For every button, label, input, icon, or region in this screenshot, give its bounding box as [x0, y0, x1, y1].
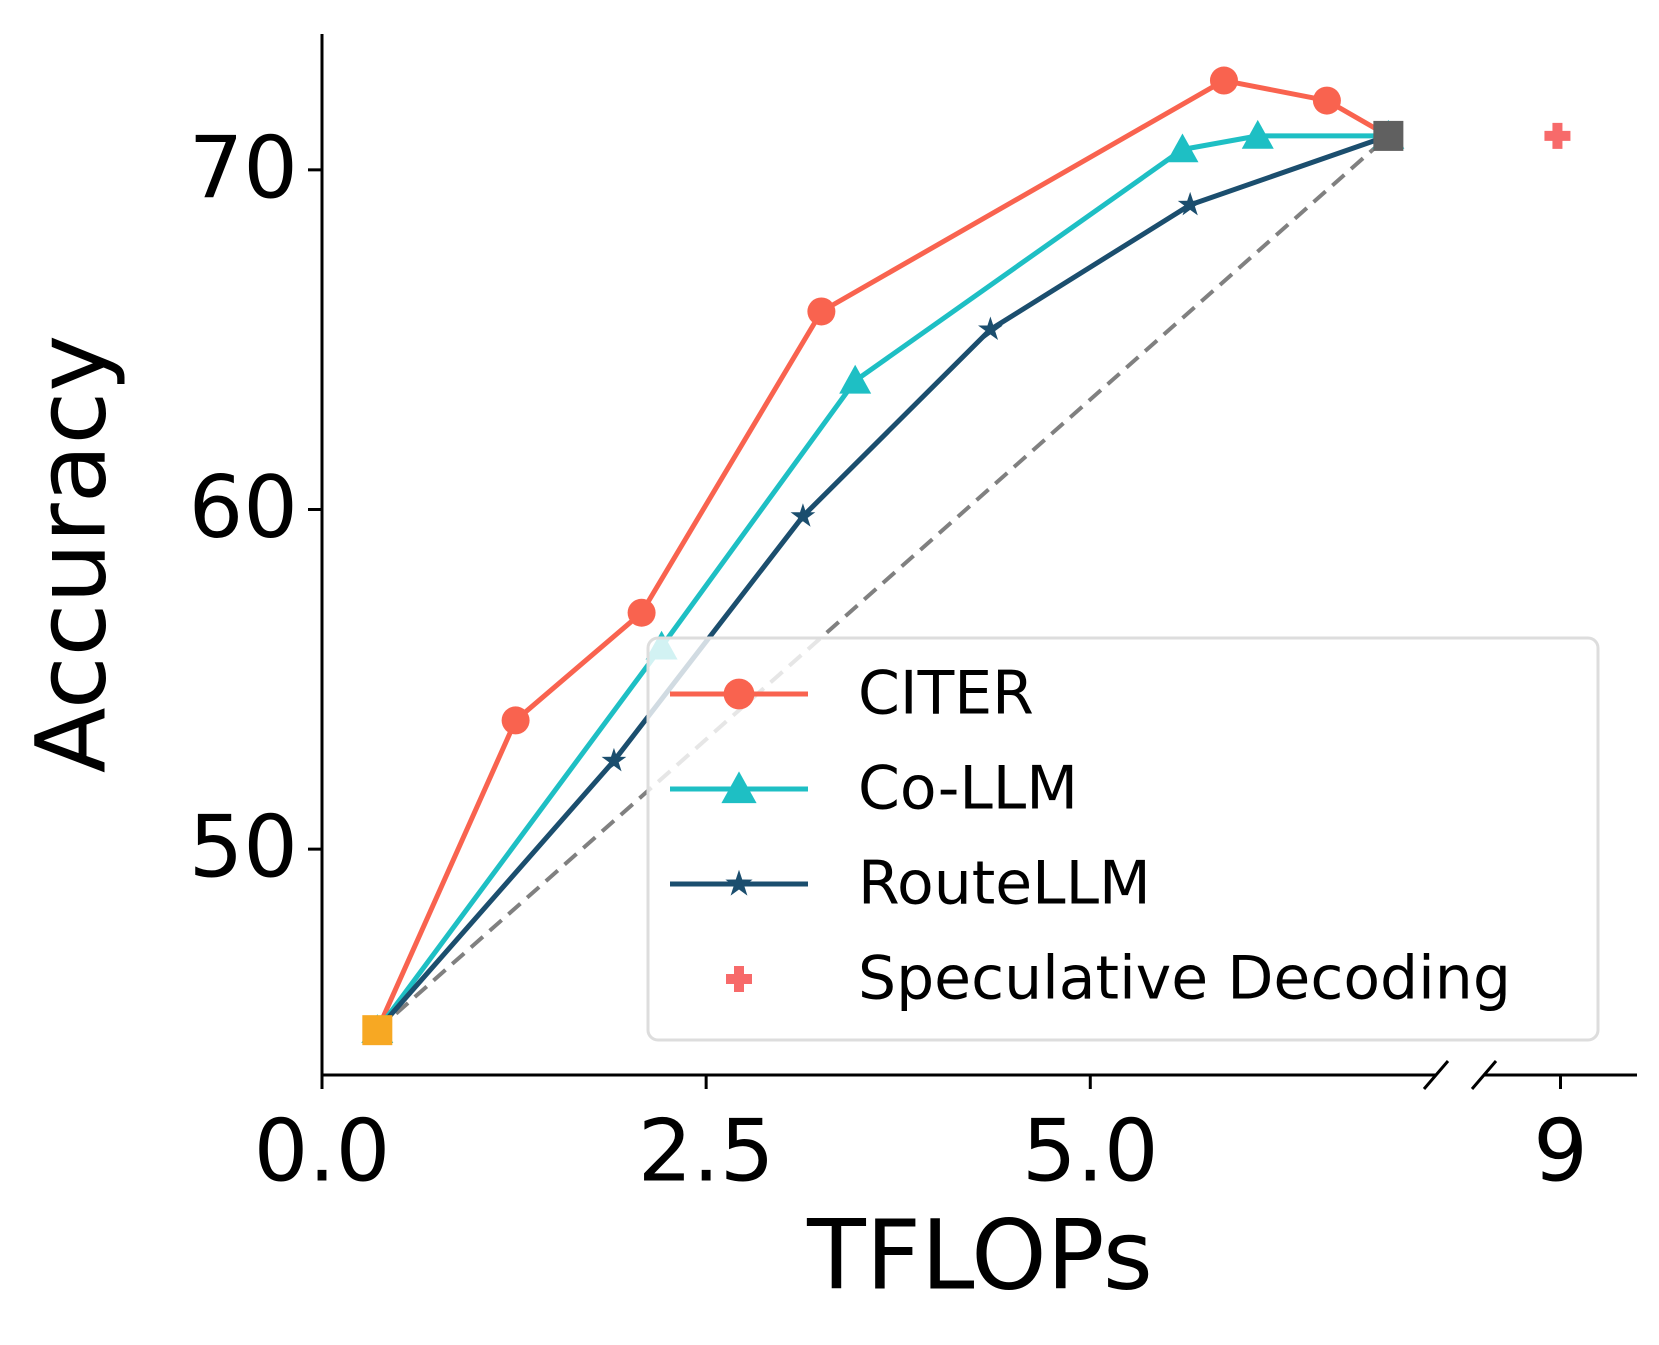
- marker: [627, 598, 656, 627]
- y-tick-label: 60: [189, 458, 298, 558]
- y-axis-label: Accuracy: [15, 335, 127, 773]
- legend-label: CITER: [858, 659, 1034, 729]
- axis-break: [1470, 1060, 1498, 1090]
- marker: [1177, 191, 1203, 216]
- series-line: [375, 133, 1390, 1032]
- legend-label: RouteLLM: [858, 849, 1151, 919]
- marker: [1544, 122, 1571, 149]
- marker: [1166, 133, 1199, 163]
- y-tick-label: 70: [189, 118, 298, 218]
- marker: [839, 364, 872, 394]
- marker: [601, 747, 627, 772]
- x-tick-label: 9: [1533, 1101, 1588, 1201]
- legend: CITER Co-LLM RouteLLM Speculative Decoding: [646, 636, 1600, 1042]
- marker: [1373, 120, 1404, 151]
- x-axis-label: TFLOPs: [806, 1199, 1153, 1311]
- x-tick-label: 2.5: [638, 1101, 775, 1201]
- marker: [807, 297, 836, 326]
- legend-label: Speculative Decoding: [858, 944, 1511, 1014]
- marker: [723, 678, 755, 710]
- series-line: [375, 133, 1389, 1032]
- marker: [501, 706, 530, 735]
- legend-box: [646, 636, 1600, 1042]
- marker: [362, 1015, 393, 1046]
- legend-label: Co-LLM: [858, 754, 1078, 824]
- x-tick-label: 0.0: [254, 1101, 391, 1201]
- marker: [1241, 119, 1274, 149]
- marker: [790, 503, 816, 527]
- axis-break: [1422, 1060, 1450, 1090]
- marker: [725, 869, 753, 896]
- marker: [978, 316, 1003, 341]
- x-tick-label: 5.0: [1022, 1101, 1159, 1201]
- marker: [721, 771, 757, 804]
- y-tick-label: 50: [189, 798, 298, 898]
- marker: [1312, 86, 1341, 115]
- marker: [1209, 66, 1238, 95]
- marker: [726, 966, 752, 992]
